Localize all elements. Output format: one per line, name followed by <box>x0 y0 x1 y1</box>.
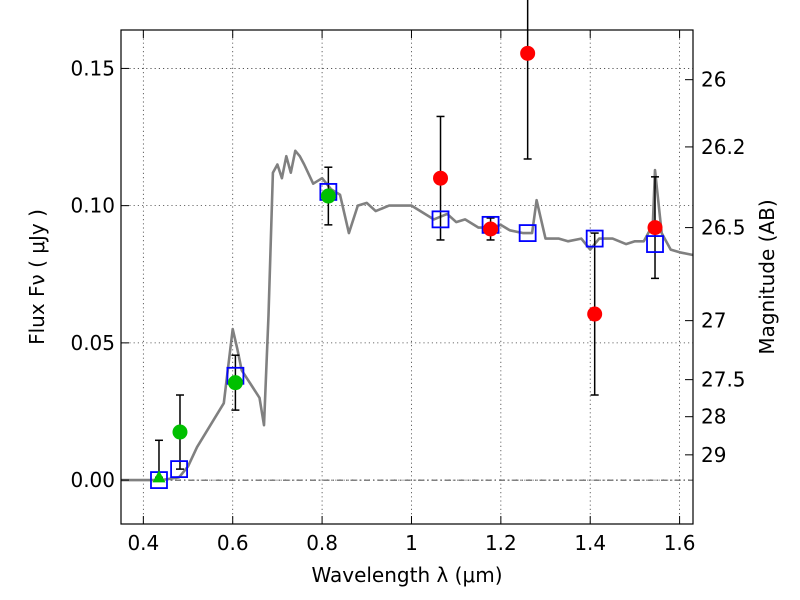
plot-frame <box>120 29 694 525</box>
right-tick-label: 26.5 <box>701 216 746 240</box>
model-flux-square <box>431 210 450 229</box>
y-tick-label: 0.05 <box>70 331 115 355</box>
model-flux-square <box>170 460 188 479</box>
data-markers <box>150 45 664 489</box>
observed-flux-point <box>227 375 243 391</box>
right-tick-label: 26 <box>701 68 726 92</box>
model-spectrum-line <box>121 149 694 482</box>
x-tick-label: 0.4 <box>127 531 159 555</box>
observed-flux-point <box>520 45 536 61</box>
observed-flux-point <box>587 306 603 322</box>
y-axis-label: Flux Fν ( μJy ) <box>25 209 49 345</box>
x-tick-label: 0.8 <box>306 531 338 555</box>
axis-ticks: 0.4 0.6 0.8 1 1.2 1.4 1.6 0.00 0.05 0.10 0.15 26 26.… <box>70 30 746 555</box>
x-tick-label: 0.6 <box>217 531 249 555</box>
upper-limit-triangle <box>152 470 166 483</box>
y-tick-label: 0.15 <box>70 56 115 80</box>
y-axis-right-label: Magnitude (AB) <box>755 199 779 354</box>
observed-flux-point <box>647 220 663 236</box>
model-flux-square <box>585 229 604 248</box>
y-tick-label: 0.00 <box>70 468 115 492</box>
right-tick-label: 26.2 <box>701 135 746 159</box>
observed-flux-point <box>433 170 449 186</box>
model-flux-square <box>646 235 664 253</box>
observed-flux-point <box>483 221 499 237</box>
right-tick-label: 27.5 <box>701 368 746 392</box>
observed-flux-point <box>172 424 188 440</box>
x-axis-label: Wavelength λ (μm) <box>311 563 502 587</box>
x-tick-label: 1.2 <box>485 531 517 555</box>
observed-flux-point <box>320 188 336 204</box>
x-tick-label: 1.4 <box>574 531 606 555</box>
x-tick-label: 1.6 <box>664 531 696 555</box>
right-tick-label: 29 <box>701 443 726 467</box>
y-tick-label: 0.10 <box>70 194 115 218</box>
x-tick-label: 1 <box>405 531 418 555</box>
right-tick-label: 27 <box>701 309 726 333</box>
right-tick-label: 28 <box>701 405 726 429</box>
model-flux-square <box>518 224 537 242</box>
